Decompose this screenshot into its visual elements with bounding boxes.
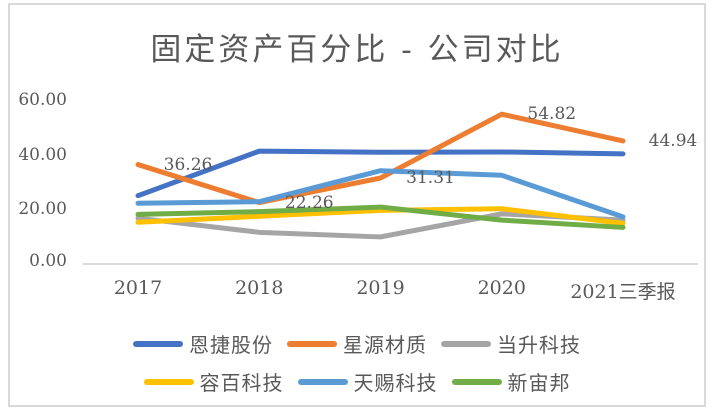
legend-line-swatch <box>297 378 348 385</box>
series-line-5 <box>135 204 626 230</box>
point-data-label: 31.31 <box>406 167 455 188</box>
legend-line-swatch <box>287 340 337 347</box>
point-data-label: 54.82 <box>527 104 577 125</box>
series-line-3 <box>135 206 626 226</box>
legend-line-swatch <box>441 340 491 347</box>
point-data-label: 36.26 <box>163 154 213 175</box>
legend-item-5: 新宙邦 <box>451 367 571 396</box>
x-tick-label: 2017 <box>113 277 163 299</box>
y-tick-label: 40.00 <box>18 145 67 165</box>
legend-label: 天赐科技 <box>353 371 438 395</box>
legend-line-swatch <box>133 340 183 347</box>
series-line-4 <box>135 168 626 220</box>
legend-label: 新宙邦 <box>507 371 571 395</box>
legend-label: 恩捷股份 <box>189 333 273 357</box>
legend-label: 当升科技 <box>497 333 581 357</box>
legend-item-3: 容百科技 <box>143 367 284 396</box>
legend-item-4: 天赐科技 <box>297 367 438 396</box>
legend-item-0: 恩捷股份 <box>133 329 273 358</box>
chart-title: 固定资产百分比 - 公司对比 <box>150 32 564 68</box>
x-tick-label: 2020 <box>477 277 526 299</box>
legend-row: 容百科技 天赐科技 新宙邦 <box>143 367 571 396</box>
legend-label: 容百科技 <box>199 371 284 395</box>
x-tick-label: 2018 <box>235 277 284 299</box>
legend-line-swatch <box>451 378 502 385</box>
legend-label: 星源材质 <box>343 333 427 357</box>
legend-item-1: 星源材质 <box>287 329 427 358</box>
y-tick-label: 0.00 <box>29 251 67 271</box>
series-line-1 <box>135 111 626 206</box>
x-tick-label: 2021三季报 <box>570 281 676 303</box>
legend-item-2: 当升科技 <box>441 329 581 358</box>
legend: 恩捷股份 星源材质 当升科技容百科技 天赐科技 新宙邦 <box>0 329 714 396</box>
y-tick-label: 60.00 <box>18 90 67 110</box>
point-data-label: 44.94 <box>648 130 698 151</box>
x-tick-label: 2019 <box>356 277 405 299</box>
x-axis-line <box>83 263 698 265</box>
series-line-0 <box>135 148 626 199</box>
point-data-label: 22.26 <box>284 192 334 213</box>
legend-row: 恩捷股份 星源材质 当升科技 <box>133 329 581 358</box>
y-tick-label: 20.00 <box>18 199 67 219</box>
legend-line-swatch <box>143 378 194 385</box>
